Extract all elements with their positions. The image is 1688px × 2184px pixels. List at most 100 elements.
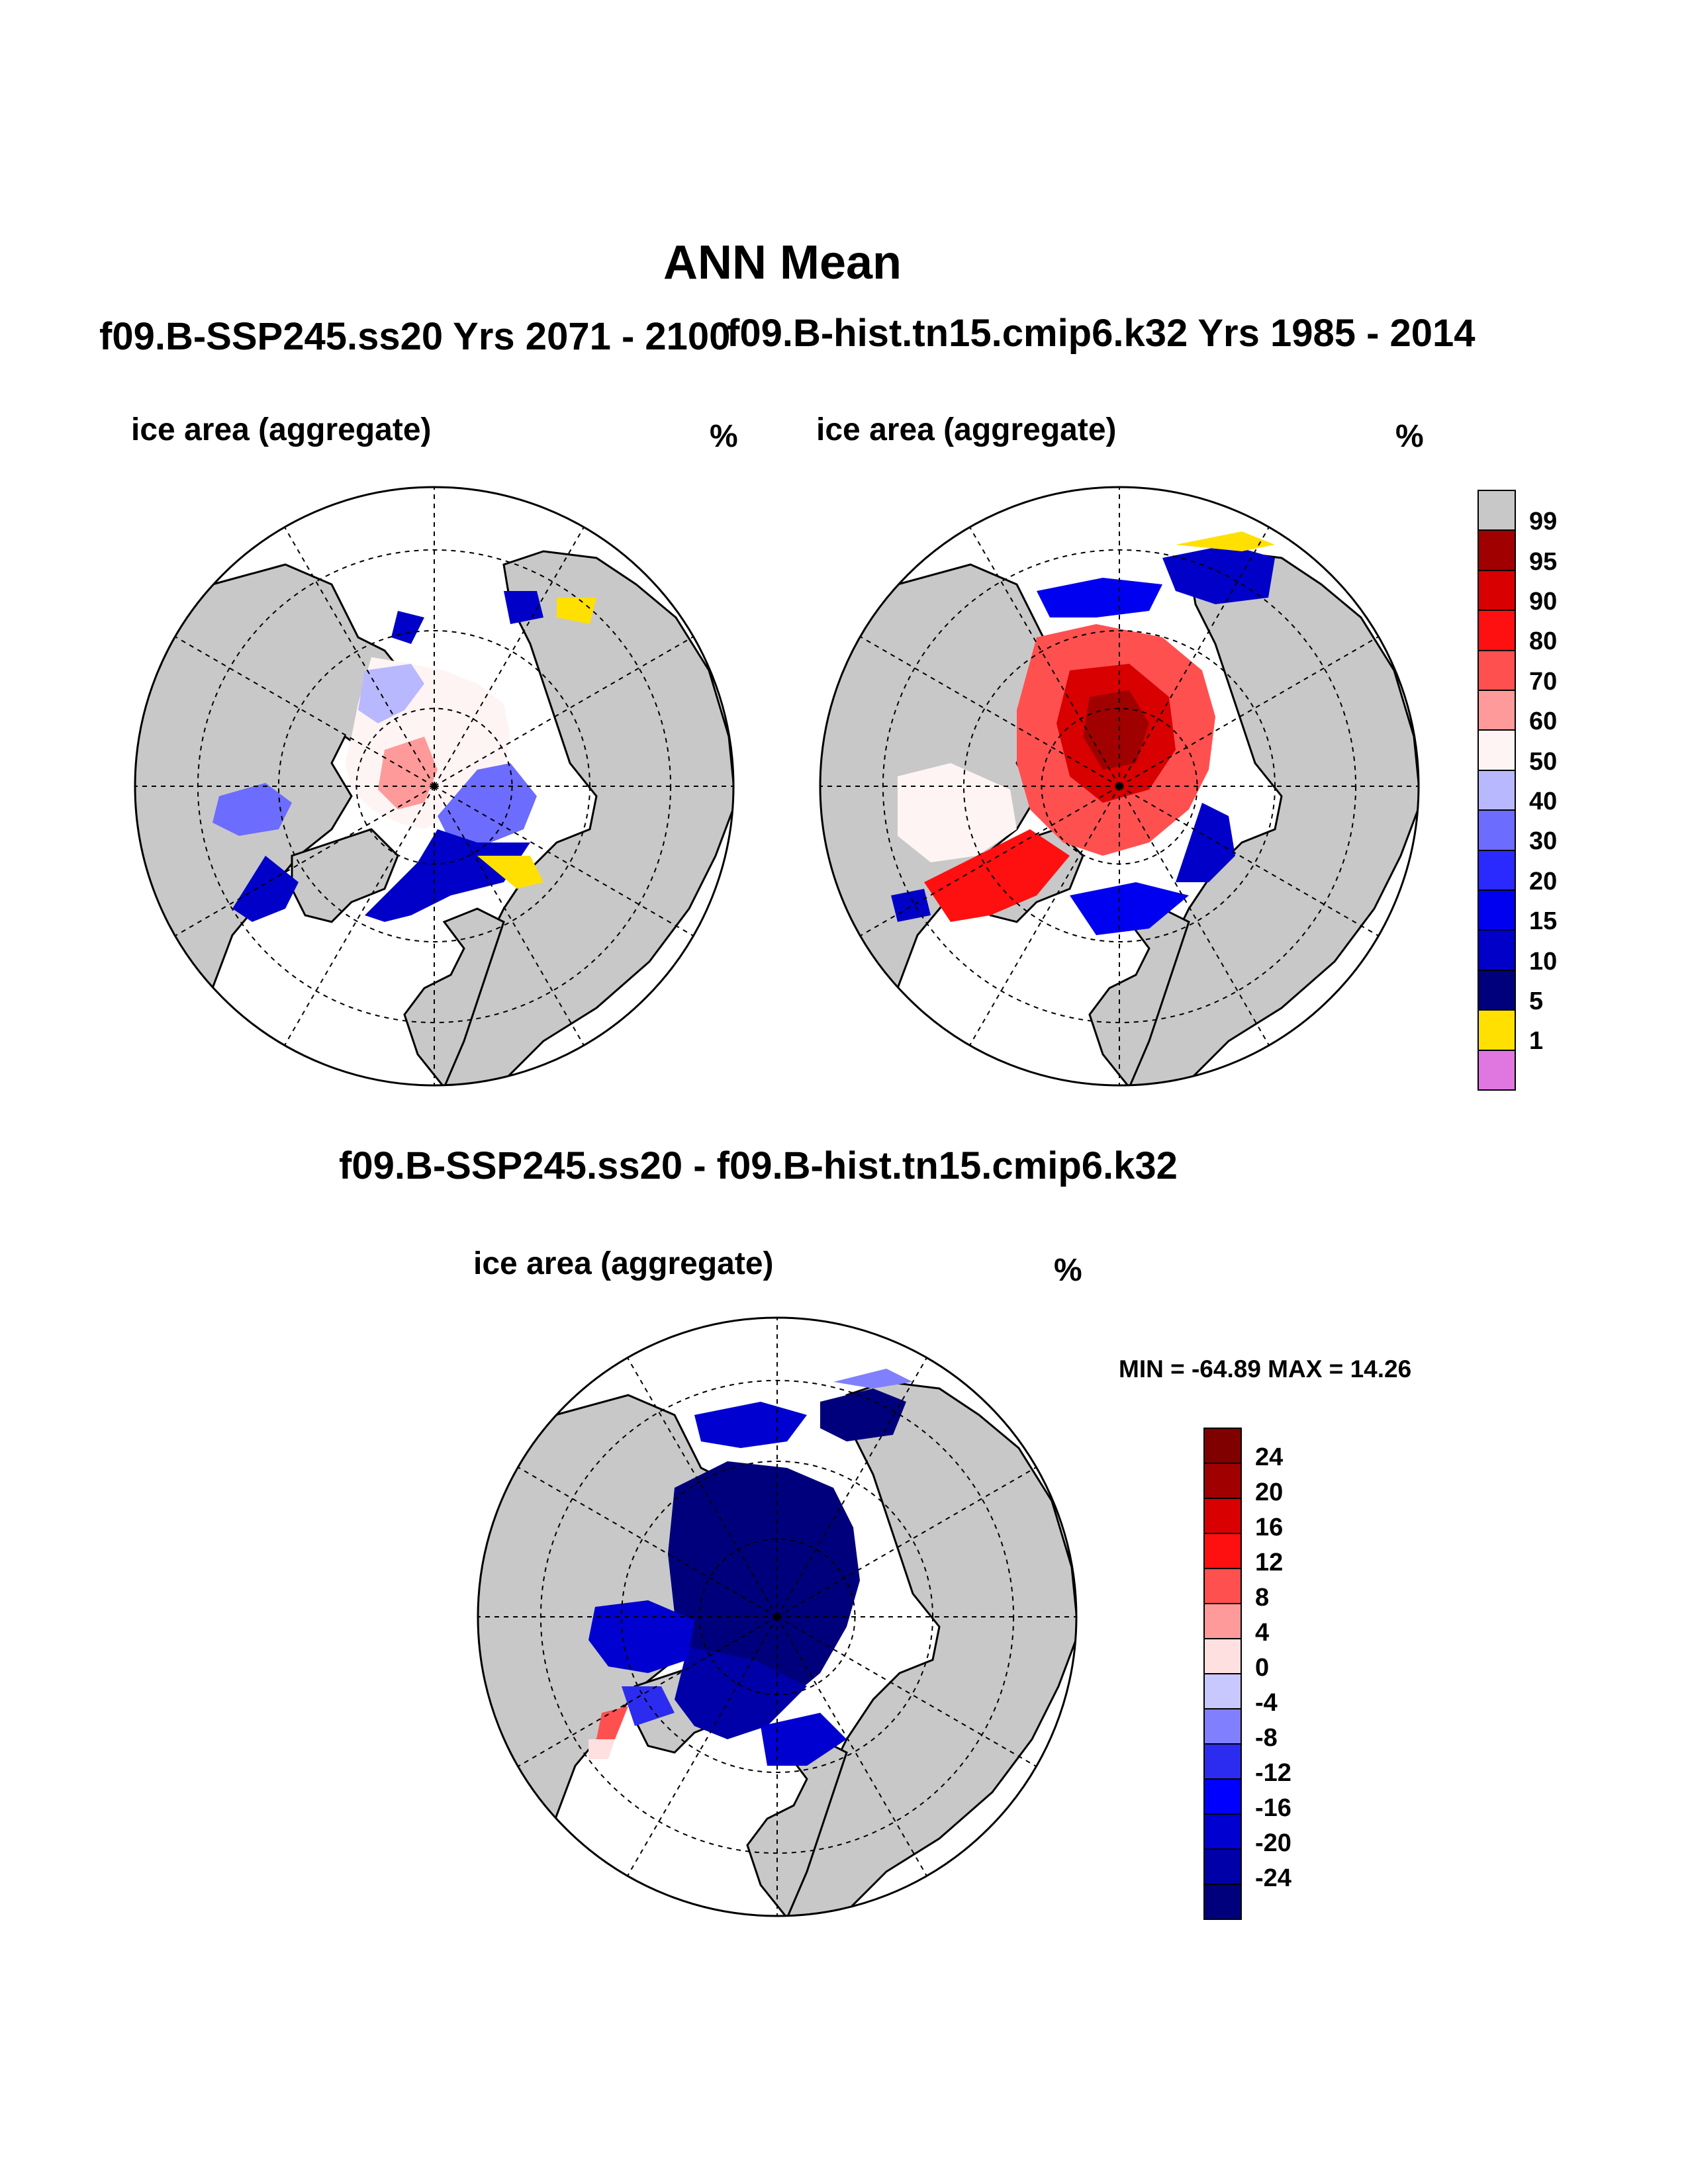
colorbar-swatch: [1203, 1603, 1242, 1639]
colorbar-swatch: [1477, 1049, 1516, 1091]
colorbar-label: -4: [1255, 1688, 1278, 1717]
ice-field: [694, 1402, 807, 1448]
ice-field: [1083, 690, 1149, 770]
top-right-units: %: [1395, 419, 1424, 454]
meridian-line: [284, 786, 435, 1046]
colorbar-label: 99: [1529, 508, 1558, 536]
colorbar-swatch: [1203, 1778, 1242, 1815]
latitude-circle: [962, 629, 1276, 943]
colorbar-label: -20: [1255, 1829, 1291, 1857]
colorbar-swatch: [1477, 490, 1516, 531]
ice-field: [1162, 545, 1275, 604]
map-body: [820, 487, 1419, 1085]
ice-field: [1070, 882, 1189, 935]
land-mass: [436, 550, 733, 1085]
colorbar-label: 0: [1255, 1653, 1270, 1682]
map-body: [478, 1318, 1076, 1916]
top-right-subtitle: ice area (aggregate): [816, 412, 1117, 447]
meridian-line: [284, 527, 435, 787]
colorbar-swatch: [1203, 1463, 1242, 1499]
colorbar-swatch: [1477, 809, 1516, 851]
colorbar-label: -24: [1255, 1864, 1291, 1892]
colorbar-swatch: [1203, 1428, 1242, 1464]
colorbar-label: 12: [1255, 1548, 1284, 1576]
map-border: [477, 1316, 1078, 1917]
ice-field: [820, 1388, 906, 1441]
meridian-line: [518, 1467, 778, 1617]
colorbar-swatch: [1477, 849, 1516, 891]
meridian-line: [776, 1467, 1037, 1617]
latitude-circle: [277, 629, 591, 943]
colorbar-label: 60: [1529, 707, 1558, 736]
meridian-line: [776, 1357, 927, 1617]
colorbar-label: -16: [1255, 1794, 1291, 1822]
min-max-stats: MIN = -64.89 MAX = 14.26: [1119, 1355, 1412, 1383]
meridian-line: [969, 527, 1120, 787]
bottom-units: %: [1054, 1253, 1082, 1288]
ice-field: [898, 763, 1017, 862]
colorbar-label: 95: [1529, 547, 1558, 576]
ice-field: [365, 829, 530, 922]
meridian-line: [175, 786, 435, 936]
ice-field: [668, 1461, 860, 1713]
ice-field: [761, 1713, 847, 1766]
top-right-case-title: f09.B-hist.tn15.cmip6.k32 Yrs 1985 - 201…: [727, 312, 1476, 355]
ice-field: [391, 611, 424, 644]
colorbar-label: 90: [1529, 588, 1558, 615]
meridian-line: [434, 786, 694, 936]
colorbar-label: -8: [1255, 1723, 1278, 1752]
colorbar-label: 40: [1529, 788, 1558, 815]
colorbar-swatch: [1203, 1498, 1242, 1534]
meridian-line: [1119, 527, 1270, 787]
ice-field: [557, 598, 596, 624]
ice-field: [1037, 578, 1162, 617]
latitude-circle: [197, 549, 672, 1024]
colorbar-swatch: [1203, 1638, 1242, 1674]
top-left-units: %: [710, 419, 738, 454]
colorbar-label: -12: [1255, 1758, 1291, 1787]
meridian-line: [969, 786, 1120, 1046]
colorbar-swatch: [1203, 1813, 1242, 1850]
graticule: [820, 487, 1419, 1085]
figure-title: ANN Mean: [663, 236, 902, 289]
meridian-line: [860, 636, 1120, 787]
meridian-line: [434, 636, 694, 787]
map-border: [134, 486, 735, 1087]
map-border: [819, 486, 1420, 1087]
meridian-line: [776, 1616, 1037, 1767]
ice-field: [833, 1369, 913, 1388]
colorbar-label: 16: [1255, 1513, 1284, 1541]
map-body: [135, 487, 733, 1085]
colorbar-swatch: [1203, 1848, 1242, 1885]
ice-field: [378, 737, 438, 809]
ice-field: [504, 591, 543, 624]
bottom-case-title: f09.B-SSP245.ss20 - f09.B-hist.tn15.cmip…: [339, 1144, 1178, 1187]
colorbar-swatch: [1477, 969, 1516, 1011]
meridian-line: [1119, 786, 1379, 936]
colorbar-label: 80: [1529, 627, 1558, 656]
map-ssp245: [134, 486, 735, 1087]
colorbar-swatch: [1477, 729, 1516, 771]
meridian-line: [860, 786, 1120, 936]
meridian-line: [434, 786, 585, 1046]
land-mass: [779, 1381, 1076, 1916]
meridian-line: [1119, 786, 1270, 1046]
colorbar-swatch: [1477, 929, 1516, 971]
ice-field: [675, 1647, 807, 1739]
latitude-circle: [539, 1379, 1015, 1854]
ice-field: [622, 1686, 675, 1726]
ice-field: [924, 829, 1070, 922]
colorbar-label: 1: [1529, 1027, 1544, 1056]
colorbar-label: 15: [1529, 907, 1558, 936]
meridian-line: [518, 1616, 778, 1767]
colorbar-swatch: [1477, 610, 1516, 651]
colorbar-ice-area: 99 95 90 80 70 60 50 40 30 20 15 10 5 1: [1477, 490, 1610, 1091]
ice-field: [588, 1739, 615, 1759]
colorbar-label: 20: [1529, 867, 1558, 895]
colorbar-swatch: [1203, 1673, 1242, 1709]
colorbar-swatch: [1477, 690, 1516, 731]
top-left-subtitle: ice area (aggregate): [131, 412, 432, 447]
colorbar-label: 4: [1255, 1618, 1270, 1647]
colorbar-swatch: [1477, 569, 1516, 612]
colorbar-swatch: [1477, 769, 1516, 811]
